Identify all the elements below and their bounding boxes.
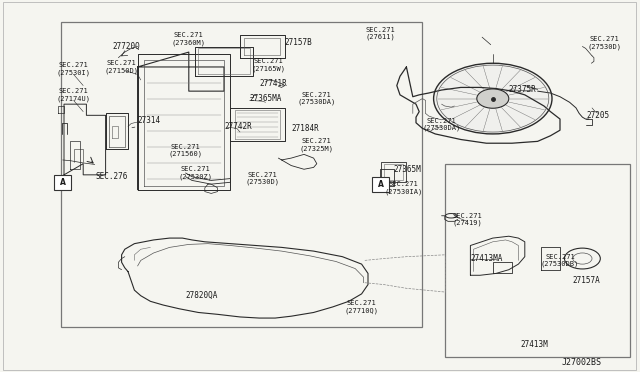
Text: SEC.271
(27530I): SEC.271 (27530I) [56, 62, 91, 76]
Text: 27184R: 27184R [291, 124, 319, 133]
Text: 27413MA: 27413MA [470, 254, 503, 263]
Text: SEC.271
(27530DA): SEC.271 (27530DA) [298, 92, 336, 105]
Text: SEC.271
(27530D): SEC.271 (27530D) [245, 172, 280, 185]
Text: SEC.271
(27150D): SEC.271 (27150D) [104, 60, 139, 74]
Text: 27742R: 27742R [224, 122, 252, 131]
Text: 27157A: 27157A [573, 276, 600, 285]
Ellipse shape [477, 89, 509, 108]
Text: SEC.271
(27530DB): SEC.271 (27530DB) [541, 254, 579, 267]
Text: 27157B: 27157B [285, 38, 312, 47]
Text: 27720Q: 27720Q [112, 42, 140, 51]
Text: SEC.271
(27360M): SEC.271 (27360M) [172, 32, 206, 46]
Text: J27002BS: J27002BS [562, 358, 602, 367]
Text: SEC.271
(27325M): SEC.271 (27325M) [300, 138, 334, 152]
Text: 27205: 27205 [587, 111, 610, 120]
Text: SEC.271
(27530DA): SEC.271 (27530DA) [422, 118, 461, 131]
Text: 27365MA: 27365MA [250, 94, 282, 103]
Bar [372, 177, 389, 192]
Text: SEC.271
(27165W): SEC.271 (27165W) [252, 58, 286, 72]
Bar [445, 164, 630, 357]
Text: A: A [60, 178, 66, 187]
Text: SEC.271
(27530D): SEC.271 (27530D) [588, 36, 622, 49]
Ellipse shape [434, 63, 552, 134]
Bar [54, 175, 71, 190]
Text: SEC.271
(27530IA): SEC.271 (27530IA) [384, 181, 422, 195]
Text: SEC.271
(27530Z): SEC.271 (27530Z) [178, 166, 212, 180]
Text: 27820QA: 27820QA [186, 291, 218, 300]
Text: 27375R: 27375R [509, 85, 536, 94]
Text: 27413M: 27413M [520, 340, 548, 349]
Text: SEC.276: SEC.276 [96, 172, 128, 181]
Text: 27741R: 27741R [259, 79, 287, 88]
Bar [61, 22, 422, 327]
Text: SEC.271
(27710Q): SEC.271 (27710Q) [344, 300, 379, 314]
Text: 27314: 27314 [138, 116, 161, 125]
Text: SEC.271
(27419): SEC.271 (27419) [452, 213, 482, 226]
Text: SEC.271
(27611): SEC.271 (27611) [366, 27, 396, 40]
Text: SEC.271
(271560): SEC.271 (271560) [168, 144, 203, 157]
Text: SEC.271
(27174U): SEC.271 (27174U) [56, 88, 91, 102]
Text: 27365M: 27365M [394, 165, 421, 174]
Text: A: A [378, 180, 384, 189]
